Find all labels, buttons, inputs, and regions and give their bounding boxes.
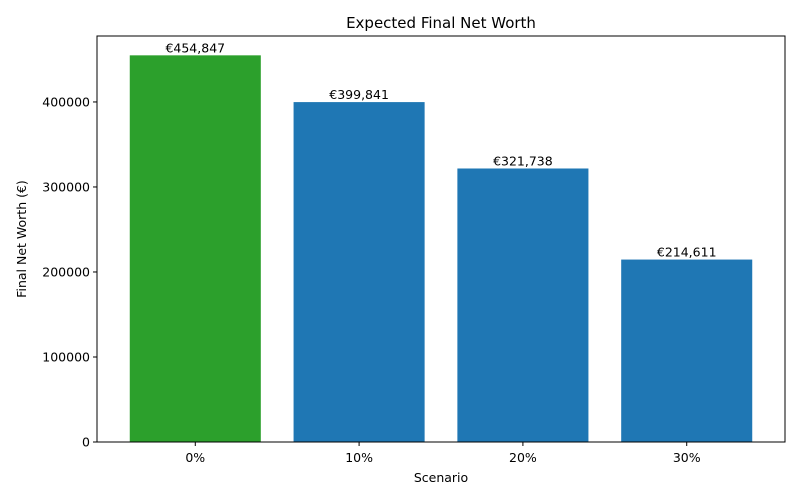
bar-20pct (457, 168, 589, 443)
bar-value-label: €454,847 (165, 40, 225, 55)
plot-area: €454,847 €399,841 €321,738 €214,611 0 100000 2… (42, 35, 786, 465)
x-tick-label: 0% (185, 450, 205, 465)
bar-value-label: €321,738 (493, 153, 553, 168)
plot-frame (96, 35, 786, 443)
bar-10pct (293, 102, 425, 442)
x-tick-label: 30% (673, 450, 701, 465)
y-axis-label: Final Net Worth (€) (14, 180, 29, 298)
y-tick-label: 200000 (42, 264, 90, 279)
bar-0pct (129, 55, 261, 443)
bar-30pct (621, 259, 753, 442)
bar-value-label: €214,611 (657, 245, 717, 260)
y-tick-label: 300000 (42, 179, 90, 194)
x-tick-label: 10% (345, 450, 373, 465)
bar-value-label: €399,841 (329, 87, 389, 102)
chart-title: Expected Final Net Worth (346, 14, 536, 32)
y-tick-label: 400000 (42, 94, 90, 109)
x-axis-label: Scenario (414, 470, 468, 485)
x-tick-label: 20% (509, 450, 537, 465)
y-tick-label: 0 (82, 435, 90, 450)
y-tick-label: 100000 (42, 349, 90, 364)
